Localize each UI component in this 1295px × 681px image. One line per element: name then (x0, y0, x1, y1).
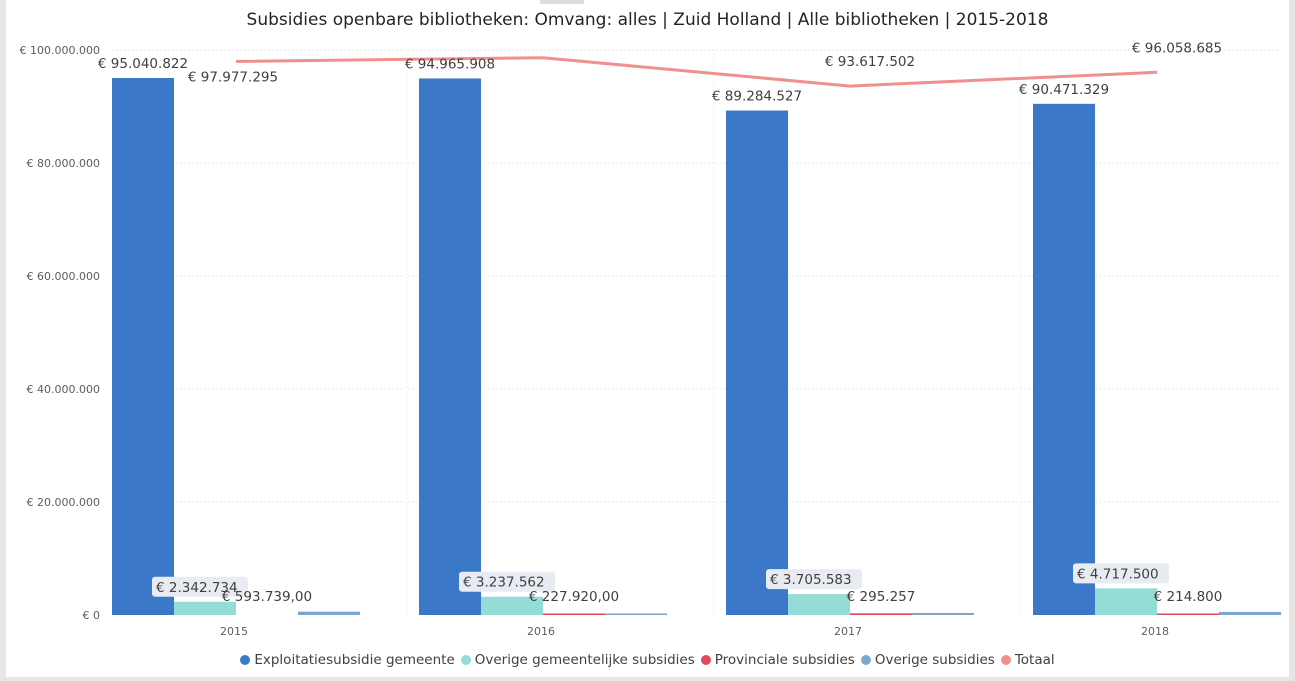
bar-overige-subsidies[interactable] (605, 613, 667, 616)
x-tick-label: 2016 (527, 625, 555, 638)
y-tick-label: € 20.000.000 (27, 496, 100, 509)
y-tick-label: € 100.000.000 (20, 44, 100, 57)
y-tick-label: € 80.000.000 (27, 157, 100, 170)
legend-item[interactable]: Exploitatiesubsidie gemeente (240, 652, 455, 668)
legend-label: Totaal (1014, 652, 1055, 668)
data-label-totaal: € 96.058.685 (1132, 40, 1222, 56)
legend-marker (240, 655, 251, 665)
data-label-exploitatie: € 90.471.329 (1019, 82, 1109, 98)
legend-label: Overige subsidies (874, 652, 995, 668)
y-tick-label: € 60.000.000 (27, 270, 100, 283)
chart-title: Subsidies openbare bibliotheken: Omvang:… (246, 10, 1049, 30)
data-label-totaal: € 97.977.295 (188, 69, 278, 85)
legend-item[interactable]: Totaal (1000, 652, 1055, 668)
data-label-provinciaal: € 214.800 (1154, 589, 1223, 605)
data-label-overige-gemeentelijk: € 3.237.562 (463, 575, 545, 591)
bar-provinciale-subsidies[interactable] (1157, 613, 1219, 616)
visual-drag-handle[interactable] (540, 0, 584, 4)
legend-marker (460, 655, 471, 665)
legend-label: Overige gemeentelijke subsidies (474, 652, 695, 668)
data-label-overige-gemeentelijk: € 3.705.583 (770, 572, 852, 588)
bar-provinciale-subsidies[interactable] (543, 613, 605, 616)
bar-exploitatiesubsidie-gemeente[interactable] (1033, 103, 1095, 616)
legend-item[interactable]: Overige gemeentelijke subsidies (460, 652, 695, 668)
bar-overige-subsidies[interactable] (912, 613, 974, 615)
bar-overige-gemeentelijke-subsidies[interactable] (174, 601, 236, 615)
bar-exploitatiesubsidie-gemeente[interactable] (419, 78, 481, 615)
bar-overige-gemeentelijke-subsidies[interactable] (1095, 588, 1157, 615)
data-label-exploitatie: € 94.965.908 (405, 56, 495, 72)
data-label-overige-gemeentelijk: € 2.342.734 (156, 580, 238, 596)
legend-label: Exploitatiesubsidie gemeente (254, 652, 455, 668)
bar-overige-gemeentelijke-subsidies[interactable] (481, 596, 543, 615)
legend-item[interactable]: Provinciale subsidies (700, 652, 855, 668)
legend-marker (1000, 655, 1011, 665)
data-label-exploitatie: € 95.040.822 (98, 56, 188, 72)
data-label-totaal: € 93.617.502 (825, 54, 915, 70)
chart-legend: Exploitatiesubsidie gemeente Overige geme… (0, 652, 1295, 668)
x-tick-label: 2018 (1141, 625, 1169, 638)
bar-provinciale-subsidies[interactable] (850, 613, 912, 615)
bar-overige-gemeentelijke-subsidies[interactable] (788, 594, 850, 615)
bar-exploitatiesubsidie-gemeente[interactable] (726, 110, 788, 615)
data-label-overige: € 593.739,00 (222, 589, 312, 605)
data-label-overige-gemeentelijk: € 4.717.500 (1077, 566, 1159, 582)
data-label-bg (766, 569, 862, 590)
legend-marker (700, 655, 711, 665)
x-tick-label: 2015 (220, 625, 248, 638)
legend-label: Provinciale subsidies (714, 652, 855, 668)
x-tick-label: 2017 (834, 625, 862, 638)
data-label-bg (1073, 563, 1169, 584)
y-tick-label: € 40.000.000 (27, 383, 100, 396)
data-label-provinciaal: € 227.920,00 (529, 589, 619, 605)
data-label-bg (459, 571, 555, 592)
legend-item[interactable]: Overige subsidies (860, 652, 995, 668)
bar-overige-subsidies[interactable] (298, 611, 360, 615)
y-tick-label: € 0 (83, 609, 101, 622)
data-label-bg (152, 576, 248, 597)
bar-overige-subsidies[interactable] (1219, 611, 1281, 615)
data-label-provinciaal: € 295.257 (847, 589, 916, 605)
data-label-exploitatie: € 89.284.527 (712, 89, 802, 105)
legend-marker (860, 655, 871, 665)
bar-exploitatiesubsidie-gemeente[interactable] (112, 78, 174, 616)
line-totaal[interactable] (235, 56, 1158, 88)
